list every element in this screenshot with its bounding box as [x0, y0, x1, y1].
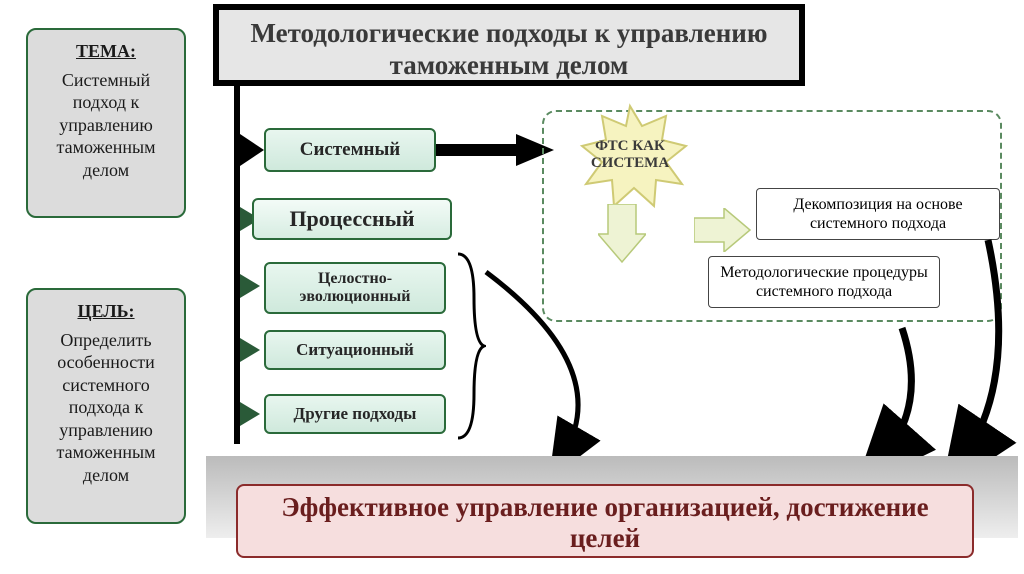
tema-heading: ТЕМА: — [40, 40, 172, 63]
approach-3: Ситуационный — [264, 330, 446, 370]
approach-arrow-4 — [240, 402, 260, 426]
bottom-text: Эффективное управление организацией, дос… — [281, 492, 928, 553]
page-title: Методологические подходы к управлению та… — [213, 4, 805, 86]
big-arrow — [436, 132, 556, 168]
brace-icon — [452, 250, 486, 442]
chevron-down — [598, 204, 646, 264]
title-text: Методологические подходы к управлению та… — [251, 18, 768, 80]
chevron-right — [694, 208, 752, 252]
callout-decomposition: Декомпозиция на основе системного подход… — [756, 188, 1000, 240]
approach-arrow-3 — [240, 338, 260, 362]
approach-2: Целостно-эволюционный — [264, 262, 446, 314]
tsel-heading: ЦЕЛЬ: — [40, 300, 172, 323]
approach-1: Процессный — [252, 198, 452, 240]
tsel-body: Определить особенности системного подход… — [57, 330, 156, 485]
approach-0: Системный — [264, 128, 436, 172]
tema-body: Системный подход к управлению таможенным… — [57, 70, 156, 180]
approach-4: Другие подходы — [264, 394, 446, 434]
approach-arrow-2 — [240, 274, 260, 298]
tema-box: ТЕМА: Системный подход к управлению тамо… — [26, 28, 186, 218]
callout-procedures: Методологические процедуры системного по… — [708, 256, 940, 308]
bottom-outcome-banner: Эффективное управление организацией, дос… — [236, 484, 974, 558]
star-label: ФТС КАК СИСТЕМА — [591, 138, 669, 171]
tsel-box: ЦЕЛЬ: Определить особенности системного … — [26, 288, 186, 524]
fts-star-badge: ФТС КАК СИСТЕМА — [570, 102, 690, 214]
approach-arrow-0 — [240, 134, 264, 166]
